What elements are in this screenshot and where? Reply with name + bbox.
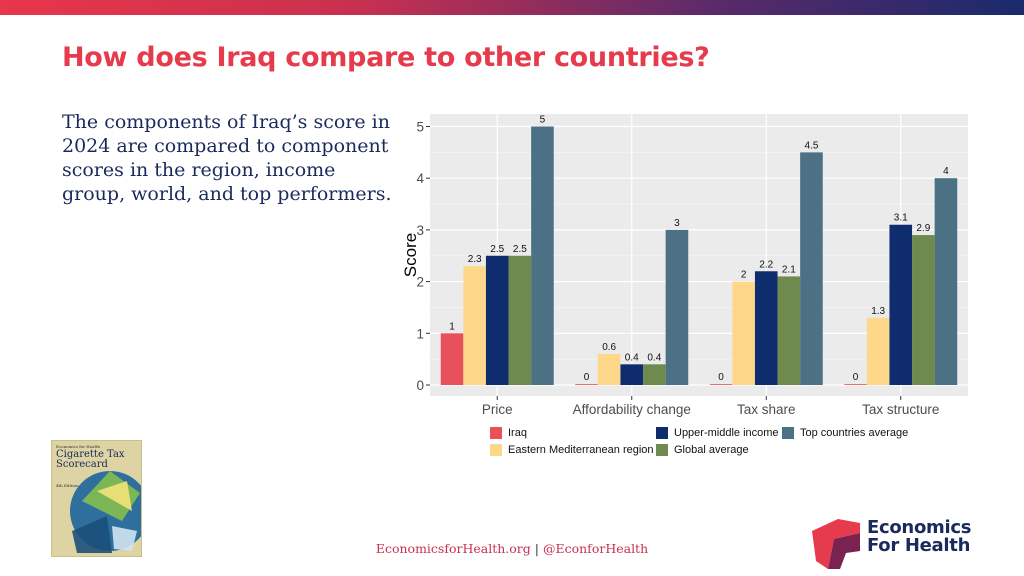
- data-label: 2.5: [490, 244, 504, 255]
- legend-item-upper-middle-income: Upper-middle income: [656, 427, 779, 439]
- data-label: 0: [853, 372, 859, 383]
- scorecard-cover-image: Economics for Health Cigarette Tax Score…: [51, 440, 142, 557]
- bar-top-countries-average-0: [531, 126, 554, 385]
- bar-upper-middle-income-0: [485, 255, 509, 385]
- chart-legend: Iraq Eastern Mediterranean region Upper-…: [490, 427, 960, 461]
- legend-swatch: [782, 427, 794, 439]
- legend-item-eastern-mediterranean: Eastern Mediterranean region: [490, 444, 654, 456]
- bar-top-countries-average-2: [800, 152, 823, 385]
- y-tick-label: 1: [416, 326, 424, 341]
- data-label: 1: [449, 321, 455, 332]
- bar-global-average-0: [508, 255, 532, 385]
- data-label: 2.1: [782, 264, 796, 275]
- cover-edition: 4th Edition: [56, 483, 79, 488]
- x-tick-label: Tax structure: [862, 402, 939, 417]
- legend-swatch: [656, 444, 668, 456]
- x-tick-label: Price: [482, 402, 513, 417]
- y-tick-label: 2: [416, 275, 424, 290]
- description-text: The components of Iraq’s score in 2024 a…: [62, 111, 392, 205]
- bar-global-average-3: [912, 235, 935, 385]
- y-axis-title: Score: [401, 233, 420, 277]
- y-axis: 0 1 2 3 4 5: [416, 120, 430, 393]
- bar-upper-middle-income-3: [889, 224, 913, 385]
- data-label: 4.5: [804, 140, 818, 151]
- data-label: 5: [540, 115, 546, 126]
- data-label: 2.3: [468, 254, 482, 265]
- data-label: 0: [584, 372, 590, 383]
- bar-iraq-2: [709, 384, 733, 385]
- footer-website-link[interactable]: EconomicsforHealth.org: [375, 541, 531, 556]
- economics-for-health-logo: Economics For Health: [810, 517, 980, 571]
- logo-text-line1: Economics: [867, 517, 972, 538]
- logo-mark-icon: [812, 519, 860, 569]
- footer-handle-link[interactable]: @EconforHealth: [542, 541, 649, 556]
- data-label: 0.4: [625, 352, 639, 363]
- bar-iraq-0: [440, 333, 464, 385]
- logo-text-line2: For Health: [867, 535, 971, 556]
- data-label: 2.9: [916, 223, 930, 234]
- bar-iraq-3: [844, 384, 867, 385]
- x-tick-label: Tax share: [737, 402, 796, 417]
- legend-item-top-countries: Top countries average: [782, 427, 908, 439]
- data-label: 4: [943, 166, 949, 177]
- bar-eastern-mediterranean-region-2: [732, 281, 755, 385]
- data-label: 2: [741, 270, 747, 281]
- bar-chart: 1 0 0 0 2.3 0.6 2 1.3 2.5 0.4 2.2 3.1 2.5 0.4 2.1 2.9 5 3…: [392, 100, 982, 470]
- footer-separator: |: [534, 541, 539, 556]
- legend-label: Upper-middle income: [674, 427, 779, 439]
- y-tick-label: 3: [416, 223, 424, 238]
- chart-svg: 1 0 0 0 2.3 0.6 2 1.3 2.5 0.4 2.2 3.1 2.5 0.4 2.1 2.9 5 3…: [401, 114, 968, 417]
- cover-publisher: Economics for Health: [56, 444, 100, 449]
- data-labels-group: 1 0 0 0 2.3 0.6 2 1.3 2.5 0.4 2.2 3.1 2.5 0.4 2.1 2.9 5 3…: [449, 115, 949, 384]
- y-tick-label: 5: [416, 120, 424, 135]
- globe-icon: [70, 471, 141, 553]
- page-title: How does Iraq compare to other countries…: [62, 42, 710, 73]
- legend-swatch: [656, 427, 668, 439]
- data-label: 0.4: [647, 352, 661, 363]
- data-label: 2.5: [513, 244, 527, 255]
- x-tick-label: Affordability change: [573, 402, 691, 417]
- legend-label: Global average: [674, 444, 749, 456]
- data-label: 0.6: [602, 342, 616, 353]
- y-tick-label: 4: [416, 171, 424, 186]
- data-label: 2.2: [759, 259, 773, 270]
- bar-global-average-2: [777, 276, 801, 385]
- cover-title: Cigarette Tax Scorecard: [56, 449, 125, 470]
- bar-eastern-mediterranean-region-3: [866, 317, 890, 385]
- legend-label: Eastern Mediterranean region: [508, 444, 654, 456]
- legend-swatch: [490, 427, 502, 439]
- bar-upper-middle-income-2: [754, 271, 778, 385]
- footer: EconomicsforHealth.org | @EconforHealth: [0, 541, 1024, 556]
- data-label: 3: [674, 218, 680, 229]
- data-label: 3.1: [894, 213, 908, 224]
- top-gradient-bar: [0, 0, 1024, 15]
- legend-swatch: [490, 444, 502, 456]
- x-axis: Price Affordability change Tax share Tax st…: [482, 396, 939, 417]
- y-tick-label: 0: [416, 378, 424, 393]
- legend-label: Iraq: [508, 427, 527, 439]
- bar-top-countries-average-1: [665, 229, 689, 385]
- bar-upper-middle-income-1: [620, 364, 644, 385]
- legend-item-global-average: Global average: [656, 444, 749, 456]
- data-label: 1.3: [871, 306, 885, 317]
- legend-item-iraq: Iraq: [490, 427, 527, 439]
- bar-top-countries-average-3: [934, 178, 958, 385]
- legend-label: Top countries average: [800, 427, 909, 439]
- bar-iraq-1: [575, 384, 598, 385]
- bar-global-average-1: [643, 364, 666, 385]
- bar-eastern-mediterranean-region-0: [463, 266, 486, 385]
- bar-eastern-mediterranean-region-1: [597, 353, 621, 385]
- bars-group: [440, 126, 958, 385]
- data-label: 0: [718, 372, 724, 383]
